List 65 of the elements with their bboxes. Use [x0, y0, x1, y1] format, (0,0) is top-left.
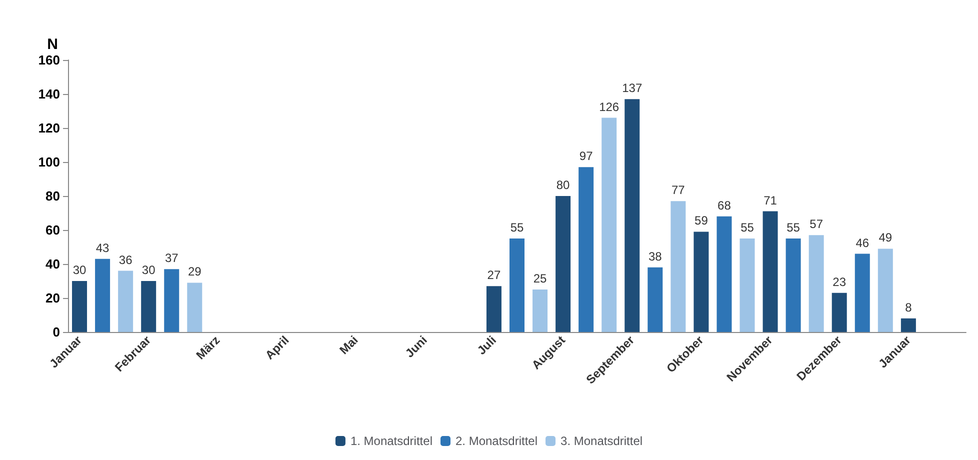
- y-tick-label: 80: [46, 188, 60, 204]
- bar: [694, 232, 709, 332]
- legend-label: 3. Monatsdrittel: [560, 434, 643, 448]
- data-label: 29: [188, 264, 202, 279]
- y-tick-label: 140: [38, 86, 60, 102]
- bar: [187, 282, 202, 332]
- bar: [900, 318, 916, 332]
- bar: [556, 196, 571, 332]
- data-label: 68: [718, 198, 732, 212]
- data-label: 38: [648, 249, 662, 264]
- y-tick-label: 60: [46, 222, 60, 238]
- data-label: 137: [622, 81, 642, 96]
- bar: [808, 235, 824, 332]
- bar: [532, 290, 548, 332]
- bar: [624, 99, 640, 332]
- bar: [510, 238, 524, 332]
- data-label: 37: [164, 251, 179, 266]
- bar: [578, 167, 594, 332]
- bar: [762, 211, 778, 332]
- bar: [118, 270, 134, 332]
- data-label: 25: [533, 272, 548, 286]
- data-label: 27: [487, 268, 501, 282]
- data-label: 49: [878, 230, 892, 245]
- bar: [878, 248, 893, 332]
- y-tick-label: 120: [38, 120, 60, 136]
- bar: [602, 118, 617, 332]
- bar: [832, 292, 847, 332]
- data-label: 43: [96, 240, 110, 255]
- data-label: 77: [672, 183, 686, 198]
- data-label: 8: [905, 300, 912, 314]
- x-tick-label: Mai: [336, 333, 361, 358]
- y-axis-title: N: [47, 36, 58, 53]
- data-label: 30: [142, 263, 156, 277]
- data-label: 80: [556, 178, 570, 192]
- y-tick-label: 40: [46, 256, 60, 272]
- data-label: 30: [72, 263, 87, 277]
- bar: [141, 281, 156, 332]
- data-label: 126: [599, 100, 620, 114]
- data-label: 59: [694, 214, 708, 228]
- data-label: 71: [764, 193, 778, 208]
- data-label: 57: [810, 217, 824, 232]
- y-tick-label: 100: [38, 154, 60, 170]
- y-tick-label: 160: [38, 52, 60, 68]
- bar: [786, 238, 801, 332]
- bar: [716, 216, 732, 332]
- data-label: 55: [786, 220, 800, 234]
- y-tick-label: 20: [46, 290, 60, 306]
- legend-label: 2. Monatsdrittel: [455, 434, 538, 448]
- bar: [72, 281, 88, 332]
- bar: [670, 201, 686, 332]
- data-label: 36: [118, 252, 133, 267]
- bar: [854, 254, 870, 332]
- data-label: 23: [832, 274, 846, 289]
- data-label: 55: [510, 220, 524, 234]
- bar: [164, 269, 180, 332]
- bar: [95, 258, 110, 332]
- data-label: 46: [856, 236, 870, 250]
- bar: [740, 238, 755, 332]
- bar: [486, 286, 502, 332]
- data-label: 55: [740, 220, 754, 234]
- y-tick-label: 0: [52, 324, 60, 340]
- x-tick-label: Juli: [474, 333, 499, 358]
- data-label: 97: [579, 149, 594, 164]
- bar: [648, 267, 663, 332]
- legend-label: 1. Monatsdrittel: [350, 434, 432, 448]
